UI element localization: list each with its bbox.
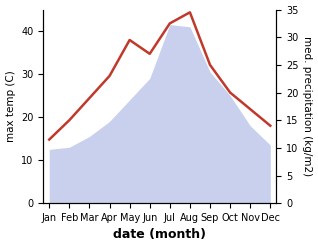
X-axis label: date (month): date (month)	[113, 228, 206, 242]
Y-axis label: max temp (C): max temp (C)	[5, 70, 16, 142]
Y-axis label: med. precipitation (kg/m2): med. precipitation (kg/m2)	[302, 36, 313, 176]
